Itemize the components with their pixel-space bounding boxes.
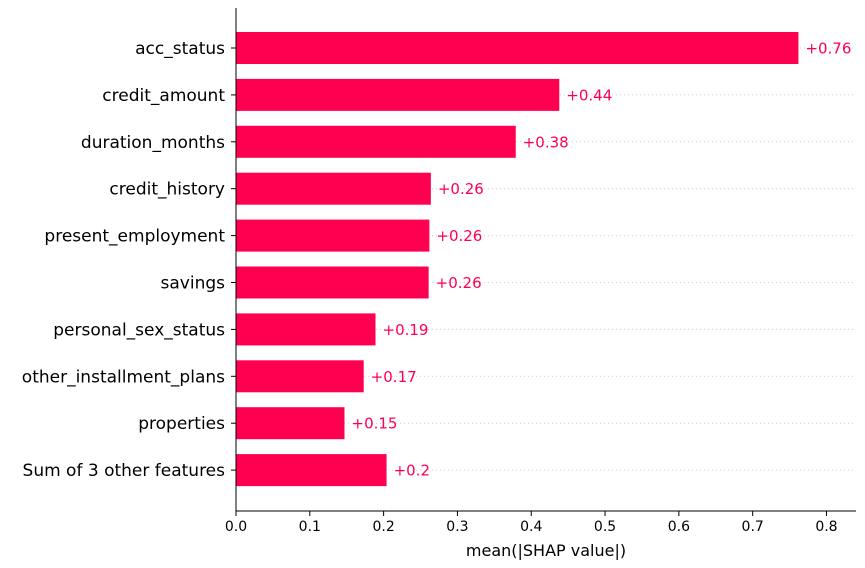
bar	[236, 219, 430, 252]
bar	[236, 360, 364, 393]
bar	[236, 32, 799, 64]
value-label: +0.17	[371, 368, 417, 386]
value-label: +0.26	[436, 274, 482, 292]
category-label: credit_amount	[102, 86, 225, 106]
bar	[236, 407, 345, 440]
x-tick-label: 0.0	[225, 519, 247, 535]
value-label: +0.19	[383, 321, 429, 339]
bar	[236, 172, 431, 205]
x-tick-label: 0.2	[372, 519, 394, 535]
row-guides	[236, 47, 856, 471]
category-label: Sum of 3 other features	[23, 461, 226, 481]
bar	[236, 313, 376, 346]
bars	[236, 32, 799, 487]
x-axis-ticks: 0.0 0.1 0.2 0.3 0.4 0.5 0.6 0.7 0.8	[225, 511, 838, 535]
value-labels: +0.76 +0.44 +0.38 +0.26 +0.26 +0.26 +0.19 +0.17…	[352, 40, 852, 480]
category-label: credit_history	[109, 180, 225, 200]
x-tick-label: 0.5	[594, 519, 616, 535]
x-axis-title: mean(|SHAP value|)	[466, 541, 626, 560]
x-tick-label: 0.3	[446, 519, 468, 535]
value-label: +0.26	[436, 227, 482, 245]
x-tick-label: 0.4	[520, 519, 542, 535]
value-label: +0.2	[394, 462, 430, 480]
bar	[236, 125, 516, 158]
x-tick-label: 0.8	[815, 519, 837, 535]
category-label: savings	[161, 274, 226, 294]
value-label: +0.15	[352, 415, 398, 433]
value-label: +0.44	[566, 86, 612, 104]
value-label: +0.76	[805, 40, 851, 58]
x-tick-label: 0.6	[668, 519, 690, 535]
bar	[236, 78, 560, 111]
bar	[236, 454, 387, 487]
category-label: other_installment_plans	[22, 367, 225, 387]
category-label: personal_sex_status	[53, 320, 225, 340]
value-label: +0.38	[523, 133, 569, 151]
category-label: duration_months	[81, 133, 225, 153]
category-label: acc_status	[135, 39, 225, 59]
bar	[236, 266, 429, 299]
category-labels: acc_status credit_amount duration_monthscr…	[22, 39, 236, 481]
value-label: +0.26	[438, 180, 484, 198]
x-tick-label: 0.7	[742, 519, 764, 535]
category-label: present_employment	[44, 227, 225, 247]
category-label: properties	[138, 414, 225, 434]
x-tick-label: 0.1	[299, 519, 321, 535]
